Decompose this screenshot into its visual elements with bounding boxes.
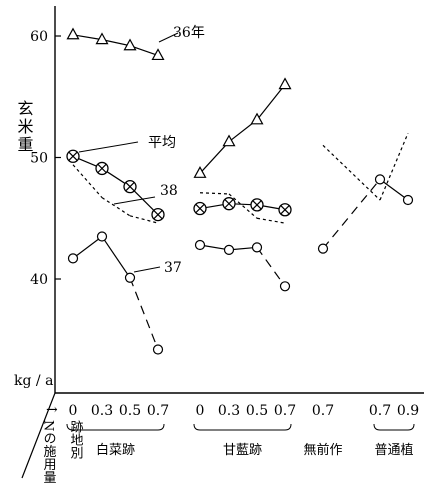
annotation-38-text: 38 [160, 183, 178, 199]
row-label-n-amount: Nの施用量 [41, 420, 57, 484]
x-tick-label: 0.7 [147, 403, 169, 419]
x-tick-label: 0 [69, 403, 78, 419]
x-tick-label: 0.9 [397, 403, 419, 419]
data-point-circle-cross [250, 198, 264, 212]
data-point-circle [96, 231, 108, 242]
series-line-segment [256, 84, 286, 121]
data-point-circle [402, 194, 414, 206]
data-point-circle [317, 243, 329, 254]
y-axis-title-text: 玄米重 [15, 100, 34, 154]
data-point-circle [194, 239, 206, 251]
data-point-triangle [66, 27, 80, 40]
series-line-segment [72, 34, 103, 41]
x-tick-label: 0.5 [119, 403, 141, 419]
data-point-circle [67, 253, 79, 264]
data-point-triangle [193, 166, 207, 178]
data-point-circle [374, 174, 386, 185]
y-tick-label: 50 [30, 151, 48, 167]
data-point-circle-cross [193, 201, 207, 216]
data-point-circle [124, 272, 136, 283]
data-point-circle-cross [66, 149, 80, 163]
series-layer [66, 27, 414, 355]
x-tick-label: 0.7 [312, 403, 334, 419]
annotation-avg: 平均 [78, 135, 176, 153]
x-tick-label: 0.5 [246, 403, 268, 419]
row-label-field-type: 跡地別 [68, 419, 84, 460]
group-label: 白菜跡 [96, 442, 135, 458]
series-line-segment [322, 178, 381, 250]
series-line-segment [379, 132, 409, 201]
annotation-37-leader [133, 266, 161, 273]
series-line-segment [199, 141, 230, 174]
data-point-triangle [278, 77, 292, 90]
group-label: 無前作 [303, 442, 342, 458]
corner-diagonal [21, 392, 56, 479]
data-point-triangle [151, 48, 165, 61]
row-arrow: → [46, 402, 58, 418]
series-line-segment [129, 277, 159, 350]
series-line-segment [101, 236, 131, 279]
data-point-circle [279, 281, 291, 292]
annotation-37: 37 [133, 260, 182, 276]
series-line-segment [101, 197, 131, 217]
series-line-segment [199, 192, 230, 195]
series-36年 [66, 27, 292, 178]
series-38 [72, 132, 409, 224]
data-point-circle [152, 344, 164, 355]
data-point-circle-cross [95, 161, 109, 176]
annotation-38: 38 [113, 183, 178, 205]
group-bracket [193, 423, 292, 431]
series-line-segment [101, 39, 131, 47]
series-line-segment [129, 215, 159, 224]
y-tick-label: 40 [30, 272, 48, 288]
y-ticks: 40 50 60 [30, 29, 61, 288]
annotation-37-text: 37 [164, 260, 182, 276]
data-point-triangle [123, 38, 137, 51]
annotation-36: 36年 [158, 25, 205, 43]
annotation-avg-text: 平均 [148, 135, 176, 151]
x-tick-labels: 0 0.3 0.5 0.7 0 0.3 0.5 0.7 0.7 0.7 0.9 [69, 403, 420, 419]
data-point-circle-cross [123, 180, 137, 194]
series-line-segment [379, 178, 409, 201]
y-tick-label: 60 [30, 29, 48, 45]
x-tick-label: 0 [196, 403, 205, 419]
data-point-triangle [250, 112, 264, 125]
series-line-segment [72, 164, 103, 198]
group-labels: 白菜跡 甘藍跡 無前作 普通植 [66, 423, 415, 458]
series-37 [67, 174, 414, 355]
x-tick-label: 0.3 [218, 403, 240, 419]
x-tick-label: 0.3 [91, 403, 113, 419]
series-line-segment [322, 144, 381, 201]
data-point-triangle [222, 134, 236, 147]
data-point-circle-cross [278, 203, 292, 217]
y-axis-title: 玄米重 [15, 100, 34, 154]
data-point-triangle [95, 32, 109, 45]
annotation-avg-leader [78, 141, 139, 153]
x-tick-label: 0.7 [369, 403, 391, 419]
y-axis-unit: kg / a [14, 373, 53, 389]
annotation-38-leader [113, 196, 156, 205]
data-point-circle [223, 244, 235, 255]
group-bracket [373, 423, 415, 431]
series-line-segment [256, 247, 286, 287]
series-line-segment [228, 193, 258, 219]
group-label: 甘藍跡 [223, 442, 262, 458]
data-point-circle-cross [222, 197, 236, 211]
group-label: 普通植 [374, 443, 413, 458]
annotation-36-text: 36年 [173, 25, 205, 41]
data-point-circle-cross [151, 207, 165, 222]
series-line-segment [256, 217, 286, 224]
x-tick-label: 0.7 [274, 403, 296, 419]
data-point-circle [251, 242, 263, 253]
series-line-segment [72, 235, 103, 259]
group-bracket [66, 423, 165, 431]
annotation-36-leader [158, 32, 179, 43]
series-平均 [66, 149, 292, 222]
